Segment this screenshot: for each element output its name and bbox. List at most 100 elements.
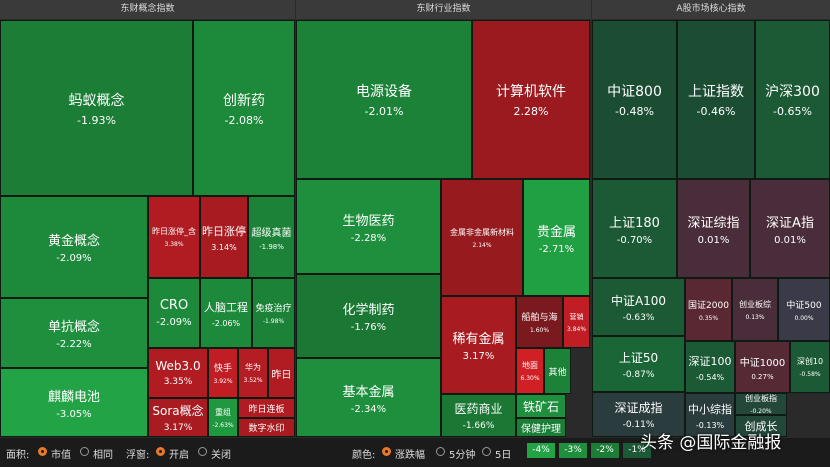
tile-change: 0.35% (698, 314, 719, 322)
tile[interactable]: 中小综指 -0.13% (685, 393, 735, 437)
tile[interactable]: 重组 -2.63% (208, 398, 238, 437)
tile[interactable]: 船舶与海 1.60% (516, 296, 563, 348)
tile[interactable]: 化学制药 -1.76% (296, 274, 441, 358)
tile[interactable]: 创业板综 0.13% (732, 278, 778, 341)
radio-button[interactable] (38, 447, 47, 456)
tile-name: 铁矿石 (522, 399, 559, 414)
radio-button[interactable] (382, 447, 391, 456)
tile[interactable]: 昨日连板 (238, 398, 295, 418)
tile-name: 创成长 (744, 420, 778, 433)
tile[interactable]: 快手 3.92% (208, 348, 238, 398)
tile[interactable]: 铁矿石 (516, 394, 566, 418)
tile[interactable]: 麒麟电池 -3.05% (0, 368, 148, 437)
tile-name: 电源设备 (356, 84, 412, 100)
tile[interactable]: 营销 3.84% (563, 296, 590, 348)
tile[interactable]: 生物医药 -2.28% (296, 179, 441, 274)
radio-button[interactable] (436, 447, 445, 456)
tile[interactable]: 中证A100 -0.63% (592, 278, 685, 336)
radio-button[interactable] (80, 447, 89, 456)
tile[interactable]: 国证2000 0.35% (685, 278, 732, 341)
tile[interactable]: 人脑工程 -2.06% (200, 278, 252, 348)
tile-name: 创业板综 (739, 299, 771, 309)
tile-change: 3.84% (566, 325, 587, 333)
panel-title: 东财行业指数 (296, 0, 591, 19)
tile[interactable]: 地面 6.30% (516, 348, 544, 394)
tile[interactable]: 中证500 0.00% (778, 278, 830, 341)
tile-change: -2.09% (156, 317, 192, 328)
tile[interactable]: 昨日 (268, 348, 295, 398)
toolbar-label: 开启 (169, 450, 189, 461)
tile-change: 0.00% (794, 314, 814, 322)
tile-change: -1.66% (462, 421, 495, 431)
tile-change: -0.46% (696, 105, 736, 118)
toolbar: 面积: 市值 相同 浮窗: 开启 关闭 颜色: 涨跌幅 5分钟 5日 -4% -3% -2% -1% (0, 438, 830, 467)
tile-name: 麒麟电池 (47, 389, 100, 405)
tile[interactable]: 深证综指 0.01% (677, 179, 750, 278)
tile[interactable]: 上证180 -0.70% (592, 179, 677, 278)
tile[interactable]: 上证指数 -0.46% (677, 20, 755, 179)
tile[interactable]: 金属非金属新材料 2.14% (441, 179, 523, 296)
legend-swatch: -3% (559, 443, 587, 458)
tile-change: 0.13% (745, 313, 765, 321)
tile[interactable]: 其他 (544, 348, 571, 394)
tile-change: -2.09% (56, 253, 92, 264)
tile[interactable]: 昨日涨停_含 3.38% (148, 196, 200, 278)
tile-change: 0.27% (751, 372, 774, 381)
tile[interactable]: 深证A指 0.01% (750, 179, 830, 278)
tile-name: 深证成指 (614, 401, 663, 415)
tile-name: 单抗概念 (47, 320, 100, 335)
tile-name: 中证800 (607, 84, 662, 100)
tile[interactable]: 保健护理 (516, 418, 566, 437)
toolbar-label: 5日 (495, 450, 512, 461)
tile[interactable]: 基本金属 -2.34% (296, 358, 441, 437)
tile[interactable]: 中证800 -0.48% (592, 20, 677, 179)
toolbar-label: 关闭 (211, 450, 231, 461)
tile[interactable]: 单抗概念 -2.22% (0, 298, 148, 368)
tile-name: 化学制药 (342, 303, 395, 318)
radio-button[interactable] (156, 447, 165, 456)
tile[interactable]: 沪深300 -0.65% (755, 20, 830, 179)
tile[interactable]: 数字水印 (238, 418, 295, 437)
tile[interactable]: 创成长 (735, 415, 787, 437)
tile[interactable]: 蚂蚁概念 -1.93% (0, 20, 193, 196)
tile[interactable]: Web3.0 3.35% (148, 348, 208, 398)
tile[interactable]: 创新药 -2.08% (193, 20, 295, 196)
tile[interactable]: Sora概念 3.17% (148, 398, 208, 437)
radio-button[interactable] (482, 447, 491, 456)
watermark-logo: 头条 (640, 433, 674, 453)
toolbar-label: 面积: (6, 450, 30, 461)
tile[interactable]: 黄金概念 -2.09% (0, 196, 148, 298)
tile[interactable]: 深证成指 -0.11% (592, 392, 685, 437)
tile-name: 创业板指 (745, 394, 777, 403)
tile-change: -2.08% (224, 113, 264, 127)
tile-change: -2.01% (364, 105, 404, 118)
watermark: 头条 @国际金融报 (640, 428, 781, 453)
tile-name: 生物医药 (342, 213, 395, 229)
tile[interactable]: 电源设备 -2.01% (296, 20, 472, 179)
tile[interactable]: 深创10 -0.58% (790, 341, 830, 393)
tile-change: -1.98% (259, 242, 284, 251)
tile-name: 黄金概念 (47, 234, 100, 249)
tile[interactable]: 免疫治疗 -1.98% (252, 278, 295, 348)
tile-change: -0.20% (750, 408, 772, 415)
tile-name: 昨日连板 (248, 404, 285, 415)
tile-name: 贵金属 (536, 224, 576, 240)
tile[interactable]: 医药商业 -1.66% (441, 394, 516, 437)
legend-swatch: -4% (527, 443, 555, 458)
tile[interactable]: 昨日涨停 3.14% (200, 196, 248, 278)
tile[interactable]: 华为 3.52% (238, 348, 268, 398)
radio-button[interactable] (198, 447, 207, 456)
tile[interactable]: 稀有金属 3.17% (441, 296, 516, 394)
tile[interactable]: 深证100 -0.54% (685, 341, 735, 393)
tile[interactable]: 创业板指 -0.20% (735, 393, 787, 415)
tile[interactable]: 上证50 -0.87% (592, 336, 685, 392)
tile[interactable]: 超级真菌 -1.98% (248, 196, 295, 278)
tile[interactable]: 中证1000 0.27% (735, 341, 790, 393)
tile-name: 稀有金属 (452, 332, 505, 347)
tile-name: 营销 (569, 312, 584, 321)
tile[interactable]: 计算机软件 2.28% (472, 20, 590, 179)
tile-name: 人脑工程 (204, 300, 248, 314)
tile[interactable]: CRO -2.09% (148, 278, 200, 348)
tile[interactable]: 贵金属 -2.71% (523, 179, 590, 296)
